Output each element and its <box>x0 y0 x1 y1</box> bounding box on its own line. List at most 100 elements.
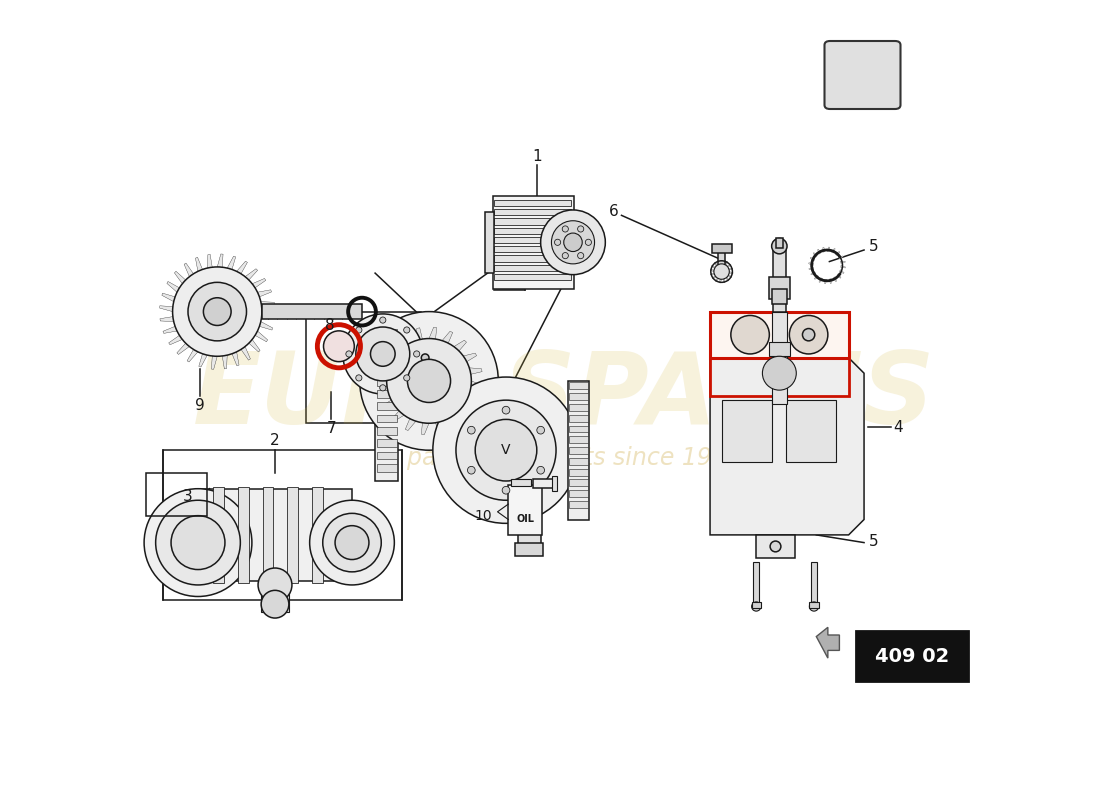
Text: 5: 5 <box>869 239 878 254</box>
Polygon shape <box>810 258 815 261</box>
Polygon shape <box>726 277 729 281</box>
Bar <box>515 542 543 557</box>
Circle shape <box>404 375 410 381</box>
Polygon shape <box>196 258 202 271</box>
Polygon shape <box>252 278 266 288</box>
Polygon shape <box>817 249 821 254</box>
Polygon shape <box>825 279 827 284</box>
Circle shape <box>751 602 761 611</box>
Bar <box>145 474 207 516</box>
Polygon shape <box>840 266 846 268</box>
Polygon shape <box>466 394 478 405</box>
Bar <box>263 487 274 582</box>
Polygon shape <box>459 406 470 418</box>
Circle shape <box>562 226 569 232</box>
Polygon shape <box>228 256 235 270</box>
Polygon shape <box>375 374 387 381</box>
Bar <box>772 289 786 304</box>
Bar <box>569 458 587 465</box>
Bar <box>495 237 572 243</box>
Bar <box>376 390 397 398</box>
Circle shape <box>343 314 422 394</box>
Polygon shape <box>199 354 207 367</box>
Bar <box>485 211 495 273</box>
Polygon shape <box>729 271 733 274</box>
Circle shape <box>156 500 240 585</box>
Circle shape <box>585 239 592 246</box>
Bar <box>495 255 572 262</box>
Bar <box>569 404 587 411</box>
Polygon shape <box>722 260 724 264</box>
Bar <box>495 246 572 252</box>
Polygon shape <box>262 312 275 318</box>
Polygon shape <box>160 317 174 322</box>
Bar <box>772 312 786 404</box>
Polygon shape <box>218 254 223 267</box>
Polygon shape <box>816 627 839 658</box>
Bar <box>717 246 726 277</box>
Bar <box>287 487 298 582</box>
Bar <box>238 487 249 582</box>
Bar <box>810 602 818 608</box>
Circle shape <box>551 221 594 264</box>
Circle shape <box>730 315 769 354</box>
Polygon shape <box>163 326 177 334</box>
Polygon shape <box>837 274 842 278</box>
Polygon shape <box>211 356 218 370</box>
Circle shape <box>562 253 569 258</box>
Polygon shape <box>712 266 715 269</box>
Bar <box>198 489 352 581</box>
Circle shape <box>790 315 828 354</box>
Bar <box>751 602 761 608</box>
Bar <box>422 362 430 375</box>
Circle shape <box>356 327 409 381</box>
Polygon shape <box>808 262 813 266</box>
Polygon shape <box>222 355 228 369</box>
Polygon shape <box>382 400 395 409</box>
Text: 7: 7 <box>327 421 336 436</box>
Text: OIL: OIL <box>516 514 535 525</box>
Bar <box>376 366 397 373</box>
Bar <box>306 312 421 423</box>
Bar <box>512 478 531 486</box>
Circle shape <box>379 317 386 323</box>
Polygon shape <box>162 293 175 302</box>
Polygon shape <box>160 306 173 312</box>
Bar <box>376 452 397 459</box>
Text: 1: 1 <box>532 149 541 163</box>
Bar <box>376 439 397 447</box>
Circle shape <box>188 282 246 341</box>
Polygon shape <box>728 274 732 278</box>
Circle shape <box>360 311 498 450</box>
Bar <box>495 274 572 280</box>
Circle shape <box>407 359 451 402</box>
Bar <box>773 250 785 312</box>
Polygon shape <box>840 261 845 263</box>
Circle shape <box>770 541 781 552</box>
Bar <box>769 277 790 298</box>
Polygon shape <box>714 262 717 266</box>
Text: EUROSPARES: EUROSPARES <box>192 348 935 445</box>
Circle shape <box>172 516 224 570</box>
Polygon shape <box>712 276 716 278</box>
Bar <box>376 341 397 349</box>
Polygon shape <box>835 251 840 255</box>
Circle shape <box>336 526 368 559</box>
Polygon shape <box>448 415 456 429</box>
Bar <box>495 209 572 215</box>
Circle shape <box>345 351 352 357</box>
Circle shape <box>554 239 561 246</box>
Polygon shape <box>416 328 422 341</box>
Circle shape <box>404 327 410 333</box>
Polygon shape <box>421 422 429 434</box>
Text: 2: 2 <box>271 434 279 449</box>
Bar <box>766 366 793 381</box>
Polygon shape <box>187 350 198 362</box>
Polygon shape <box>175 271 186 284</box>
Bar <box>569 469 587 476</box>
Bar <box>569 436 587 443</box>
Polygon shape <box>249 339 260 352</box>
Circle shape <box>502 486 510 494</box>
Bar <box>534 478 554 488</box>
Polygon shape <box>388 343 399 356</box>
